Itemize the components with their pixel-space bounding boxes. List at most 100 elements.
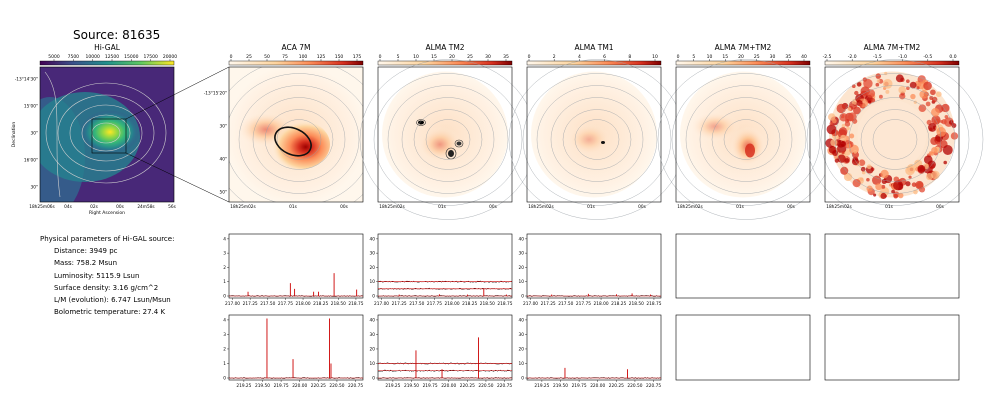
x-axis-label: Right Ascension <box>89 210 125 216</box>
panel-title: ALMA 7M+TM2 <box>715 43 772 52</box>
y-tick-label: 30" <box>31 185 38 191</box>
x-tick-label: 219.75 <box>274 383 289 389</box>
y-tick-label: 10 <box>370 279 376 285</box>
colorbar-tick-label: -2.5 <box>823 54 832 60</box>
panel-title: ALMA TM2 <box>425 43 464 52</box>
x-tick-label: 01s <box>438 204 446 210</box>
contour <box>57 94 155 172</box>
spectrum-frame <box>228 314 364 381</box>
colorbar-tick-label: 8 <box>628 54 631 60</box>
y-tick-label: 30 <box>370 251 376 257</box>
colorbar-tick-label: 5 <box>692 54 695 60</box>
x-tick-label: 218.25 <box>611 301 626 307</box>
y-tick-label: 4 <box>223 236 226 242</box>
x-tick-label: 217.50 <box>260 301 275 307</box>
y-tick-label: 0 <box>372 376 375 382</box>
x-tick-label: 217.00 <box>374 301 389 307</box>
contour <box>550 97 644 182</box>
x-tick-label: 218.25 <box>462 301 477 307</box>
colorbar-tick-label: 0 <box>677 54 680 60</box>
colorbar-tick-label: 2 <box>553 54 556 60</box>
y-axis-label: Declination <box>11 122 17 148</box>
x-tick-label: 18h25m02s <box>528 204 554 210</box>
x-tick-label: 219.75 <box>423 383 438 389</box>
map-panel: Hi-GAL 5000 7500 10000 12500 15000 17500 20000 -… <box>11 43 177 216</box>
y-tick-label: 0 <box>223 294 226 300</box>
y-tick-label: 3 <box>223 251 226 257</box>
colorbar-tick-label: 35 <box>785 54 791 60</box>
x-tick-label: 218.00 <box>594 301 609 307</box>
contour <box>373 73 523 206</box>
param-item: Surface density: 3.16 g/cm^2 <box>54 283 159 292</box>
y-tick-label: 20 <box>519 346 525 352</box>
x-tick-label: 01s <box>736 204 744 210</box>
contour <box>425 119 471 160</box>
contour <box>522 73 672 206</box>
x-tick-label: 02s <box>90 204 98 210</box>
spectrum-panel: 0 1 2 3 4 217.00 217.25 217.50 217.75 218.00 218.2… <box>223 233 364 307</box>
x-tick-label: 18h25m02s <box>379 204 405 210</box>
panel-title: ALMA TM1 <box>574 43 613 52</box>
y-tick-label: 40" <box>220 157 227 163</box>
colorbar-tick-label: 25 <box>246 54 252 60</box>
y-tick-label: 0 <box>372 294 375 300</box>
x-tick-label: 218.75 <box>497 301 512 307</box>
colorbar-tick-label: 20000 <box>163 54 177 60</box>
x-tick-label: 00s <box>340 204 348 210</box>
spectrum-frame <box>526 233 662 299</box>
colorbar-tick-label: 25 <box>467 54 473 60</box>
contour <box>536 85 658 194</box>
colorbar <box>39 60 175 66</box>
param-item: Bolometric temperature: 27.4 K <box>54 308 166 317</box>
colorbar-tick-label: 7500 <box>68 54 80 60</box>
x-tick-label: 01s <box>289 204 297 210</box>
x-tick-label: 218.25 <box>313 301 328 307</box>
map-panel: ALMA 7M+TM2 0 5 10 15 20 25 30 35 40 18h25m02s 01s 0… <box>657 43 835 220</box>
colorbar-tick-label: 4 <box>578 54 581 60</box>
x-tick-label: 00s <box>489 204 497 210</box>
map-panel: ALMA TM2 0 5 10 15 20 25 30 35 18h25m02s 01s 00s <box>359 43 537 220</box>
contour <box>820 73 970 206</box>
y-tick-label: 1 <box>223 361 226 367</box>
x-tick-label: 18h25m06s <box>29 204 55 210</box>
x-tick-label: 219.50 <box>404 383 419 389</box>
x-tick-label: 218.75 <box>646 301 661 307</box>
spectrum-frame <box>377 314 513 381</box>
y-tick-label: 30 <box>370 332 376 338</box>
panel-title: ACA 7M <box>282 43 311 52</box>
map-frame <box>39 66 175 203</box>
map-frame <box>675 66 811 203</box>
contour <box>671 73 821 206</box>
contour <box>276 119 322 160</box>
x-tick-label: 217.00 <box>225 301 240 307</box>
colorbar-tick-label: 30 <box>770 54 776 60</box>
y-tick-label: 10 <box>519 279 525 285</box>
x-tick-label: 220.25 <box>460 383 475 389</box>
colorbar-tick-label: 0 <box>230 54 233 60</box>
param-item: Mass: 758.2 Msun <box>54 259 118 268</box>
contour <box>387 85 509 194</box>
contour <box>229 73 363 202</box>
map-frame <box>228 66 364 203</box>
contour <box>711 109 781 170</box>
colorbar-tick-label: 20 <box>449 54 455 60</box>
map-frame <box>824 66 960 203</box>
colorbar-tick-label: 25 <box>754 54 760 60</box>
x-tick-label: 220.75 <box>646 383 661 389</box>
y-tick-label: 30" <box>31 131 38 137</box>
y-tick-label: 30 <box>519 332 525 338</box>
contour <box>238 85 360 194</box>
colorbar-tick-label: -2.0 <box>848 54 857 60</box>
y-tick-label: 2 <box>223 265 226 271</box>
colorbar-tick-label: 5000 <box>48 54 60 60</box>
y-tick-label: 40 <box>370 236 376 242</box>
contour <box>806 59 984 220</box>
x-tick-label: 217.75 <box>278 301 293 307</box>
colorbar <box>675 60 811 66</box>
param-item: Distance: 3949 pc <box>54 247 118 256</box>
contour <box>860 109 930 170</box>
contour <box>264 109 334 170</box>
x-tick-label: 01s <box>587 204 595 210</box>
